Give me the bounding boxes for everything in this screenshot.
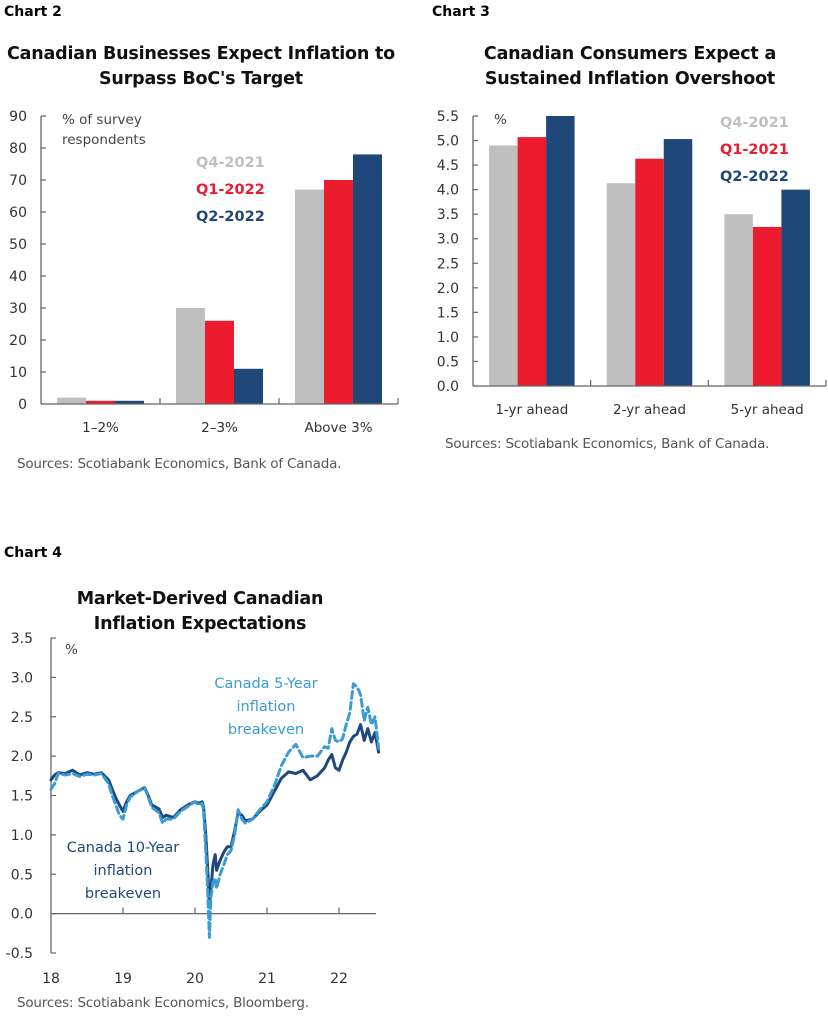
y-tick-label: 1.0: [437, 330, 459, 346]
y-tick-label: 2.0: [437, 281, 459, 297]
bar-q4-2021: [724, 214, 753, 386]
legend-q4-2021: Q4-2021: [720, 115, 789, 131]
chart2-label: Chart 2: [4, 4, 62, 20]
bar-q2-2022: [663, 139, 693, 386]
bar-q1-2022: [324, 180, 353, 404]
y-tick-label: 0.0: [437, 379, 459, 395]
unit-label: %: [494, 112, 507, 128]
bar-q1-2022: [86, 400, 115, 404]
chart3-source: Sources: Scotiabank Economics, Bank of C…: [445, 436, 770, 452]
chart3-plot: 0.0 0.5 1.0 1.5 2.0 2.5 3.0 3.5 4.0 4.5 5.0 5.5 1-yr…: [437, 109, 827, 418]
y-tick-label: 30: [9, 301, 27, 317]
bar-q4-2021: [295, 189, 324, 404]
bar-q2-2022: [353, 154, 382, 404]
annotation-5yr: Canada 5-Year: [214, 676, 317, 692]
chart3-label: Chart 3: [432, 4, 490, 20]
chart4-source: Sources: Scotiabank Economics, Bloomberg…: [17, 995, 309, 1011]
y-tick-label: 3.5: [437, 207, 459, 223]
legend-q1-2021: Q1-2021: [720, 142, 789, 158]
y-tick-label: 1.0: [11, 828, 33, 844]
x-tick-label: 18: [42, 971, 60, 987]
bar-q1-2022: [205, 320, 234, 404]
y-tick-label: 0.5: [437, 354, 459, 370]
bar-q2-2022: [546, 116, 575, 386]
unit-label: %: [65, 642, 78, 658]
x-category-label: 2–3%: [201, 420, 238, 436]
y-tick-label: -0.5: [6, 946, 33, 962]
y-tick-label: 20: [9, 333, 27, 349]
chart4-plot: -0.5 0.0 0.5 1.0 1.5 2.0 2.5 3.0 3.5 18 19 20 21 22% C…: [6, 631, 381, 987]
x-tick-label: 20: [186, 971, 204, 987]
bar-q4-2021: [57, 397, 86, 404]
x-tick-label: 21: [258, 971, 276, 987]
chart4-title-line-2: Inflation Expectations: [93, 614, 307, 634]
chart3-title: Canadian Consumers Expect a Sustained In…: [432, 42, 828, 92]
y-tick-label: 40: [9, 269, 27, 285]
bar-q1-2021: [752, 226, 782, 386]
annotation-10yr: breakeven: [85, 886, 161, 902]
x-tick-label: 19: [114, 971, 132, 987]
y-tick-label: 4.5: [437, 158, 459, 174]
chart4-title: Market-Derived Canadian Inflation Expect…: [0, 587, 400, 637]
y-tick-label: 5.5: [437, 109, 459, 125]
y-tick-label: 0: [18, 397, 27, 413]
y-tick-label: 2.0: [11, 749, 33, 765]
y-tick-label: 70: [9, 173, 27, 189]
y-tick-label: 1.5: [11, 789, 33, 805]
chart4-title-line-1: Market-Derived Canadian: [76, 589, 324, 609]
y-tick-label: 10: [9, 365, 27, 381]
legend-q2-2022: Q2-2022: [196, 209, 265, 225]
y-tick-label: 2.5: [11, 710, 33, 726]
x-category-label: 5-yr ahead: [731, 402, 804, 418]
bar-q2-2022: [115, 400, 144, 404]
chart2-source: Sources: Scotiabank Economics, Bank of C…: [17, 456, 342, 472]
unit-label: respondents: [62, 132, 146, 148]
y-tick-label: 2.5: [437, 256, 459, 272]
legend-q1-2022: Q1-2022: [196, 182, 265, 198]
chart2-title-line-2: Surpass BoC's Target: [99, 69, 303, 89]
x-category-label: 2-yr ahead: [613, 402, 686, 418]
annotation-10yr: Canada 10-Year: [67, 840, 179, 856]
annotation-10yr: inflation: [93, 863, 152, 879]
y-tick-label: 3.5: [11, 631, 33, 647]
chart3-title-line-1: Canadian Consumers Expect a: [483, 44, 777, 64]
y-tick-label: 5.0: [437, 134, 459, 150]
y-tick-label: 60: [9, 205, 27, 221]
line-5yr-breakeven: [49, 682, 381, 939]
bar-q4-2021: [489, 145, 518, 386]
y-tick-label: 80: [9, 141, 27, 157]
bar-q2-2022: [234, 368, 263, 404]
x-category-label: Above 3%: [304, 420, 372, 436]
x-category-label: 1–2%: [82, 420, 119, 436]
bar-q1-2021: [517, 137, 547, 386]
x-category-label: 1-yr ahead: [495, 402, 568, 418]
annotation-5yr: breakeven: [228, 722, 304, 738]
line-10yr-breakeven: [49, 723, 381, 908]
y-tick-label: 50: [9, 237, 27, 253]
bar-q2-2022: [781, 189, 810, 386]
y-tick-label: 3.0: [437, 232, 459, 248]
chart4-label: Chart 4: [4, 545, 62, 561]
y-tick-label: 3.0: [11, 670, 33, 686]
bar-q1-2021: [635, 158, 664, 386]
bar-q4-2021: [606, 183, 636, 386]
y-tick-label: 0.5: [11, 867, 33, 883]
legend-q2-2022: Q2-2022: [720, 169, 789, 185]
y-tick-label: 90: [9, 109, 27, 125]
y-tick-label: 4.0: [437, 183, 459, 199]
x-tick-label: 22: [330, 971, 348, 987]
chart2-title-line-1: Canadian Businesses Expect Inflation to: [7, 44, 395, 64]
y-tick-label: 0.0: [11, 907, 33, 923]
unit-label: % of survey: [62, 112, 142, 128]
y-tick-label: 1.5: [437, 305, 459, 321]
bar-q4-2021: [176, 308, 205, 404]
chart2-title: Canadian Businesses Expect Inflation to …: [0, 42, 402, 92]
legend-q4-2021: Q4-2021: [196, 155, 265, 171]
annotation-5yr: inflation: [236, 699, 295, 715]
chart3-title-line-2: Sustained Inflation Overshoot: [484, 69, 776, 89]
chart2-plot: 0 10 20 30 40 50 60 70 80 90 1–2% 2–3% Above 3% % of …: [9, 109, 399, 436]
